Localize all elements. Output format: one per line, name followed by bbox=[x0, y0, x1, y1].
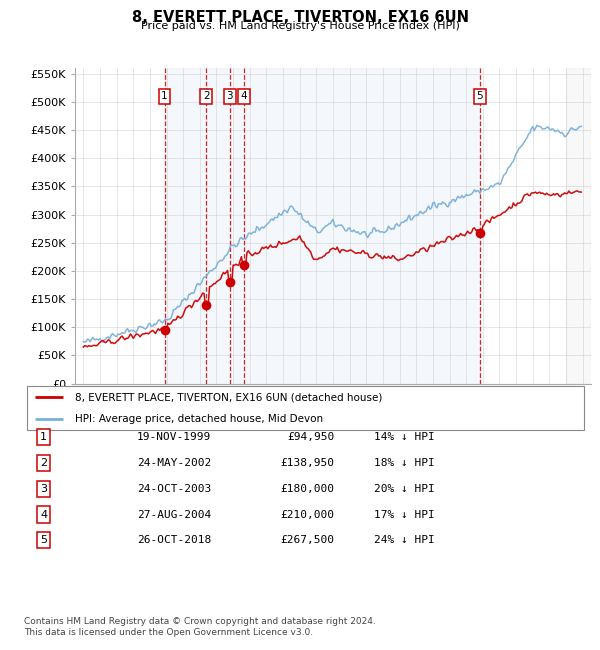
Text: 4: 4 bbox=[241, 92, 247, 101]
Text: 24-MAY-2002: 24-MAY-2002 bbox=[137, 458, 211, 468]
Text: £267,500: £267,500 bbox=[280, 535, 334, 545]
Text: 3: 3 bbox=[40, 484, 47, 494]
Text: 4: 4 bbox=[40, 510, 47, 519]
Text: 24% ↓ HPI: 24% ↓ HPI bbox=[374, 535, 434, 545]
Text: HPI: Average price, detached house, Mid Devon: HPI: Average price, detached house, Mid … bbox=[75, 413, 323, 424]
Bar bbox=[566, 68, 591, 384]
Text: 19-NOV-1999: 19-NOV-1999 bbox=[137, 432, 211, 443]
Text: 17% ↓ HPI: 17% ↓ HPI bbox=[374, 510, 434, 519]
Text: 26-OCT-2018: 26-OCT-2018 bbox=[137, 535, 211, 545]
Bar bbox=[566, 68, 591, 384]
Text: 2: 2 bbox=[40, 458, 47, 468]
Text: 20% ↓ HPI: 20% ↓ HPI bbox=[374, 484, 434, 494]
Text: 8, EVERETT PLACE, TIVERTON, EX16 6UN: 8, EVERETT PLACE, TIVERTON, EX16 6UN bbox=[131, 10, 469, 25]
Text: 8, EVERETT PLACE, TIVERTON, EX16 6UN (detached house): 8, EVERETT PLACE, TIVERTON, EX16 6UN (de… bbox=[75, 392, 382, 402]
Text: 14% ↓ HPI: 14% ↓ HPI bbox=[374, 432, 434, 443]
Text: £210,000: £210,000 bbox=[280, 510, 334, 519]
Text: 18% ↓ HPI: 18% ↓ HPI bbox=[374, 458, 434, 468]
FancyBboxPatch shape bbox=[27, 386, 584, 430]
Text: 1: 1 bbox=[40, 432, 47, 443]
Text: 5: 5 bbox=[476, 92, 483, 101]
Text: 5: 5 bbox=[40, 535, 47, 545]
Text: 27-AUG-2004: 27-AUG-2004 bbox=[137, 510, 211, 519]
Text: £138,950: £138,950 bbox=[280, 458, 334, 468]
Text: Contains HM Land Registry data © Crown copyright and database right 2024.
This d: Contains HM Land Registry data © Crown c… bbox=[24, 618, 376, 637]
Text: Price paid vs. HM Land Registry's House Price Index (HPI): Price paid vs. HM Land Registry's House … bbox=[140, 21, 460, 31]
Text: £94,950: £94,950 bbox=[287, 432, 334, 443]
Text: 2: 2 bbox=[203, 92, 209, 101]
Text: 3: 3 bbox=[227, 92, 233, 101]
Bar bbox=[164, 68, 479, 384]
Text: 1: 1 bbox=[161, 92, 168, 101]
Text: 24-OCT-2003: 24-OCT-2003 bbox=[137, 484, 211, 494]
Text: £180,000: £180,000 bbox=[280, 484, 334, 494]
